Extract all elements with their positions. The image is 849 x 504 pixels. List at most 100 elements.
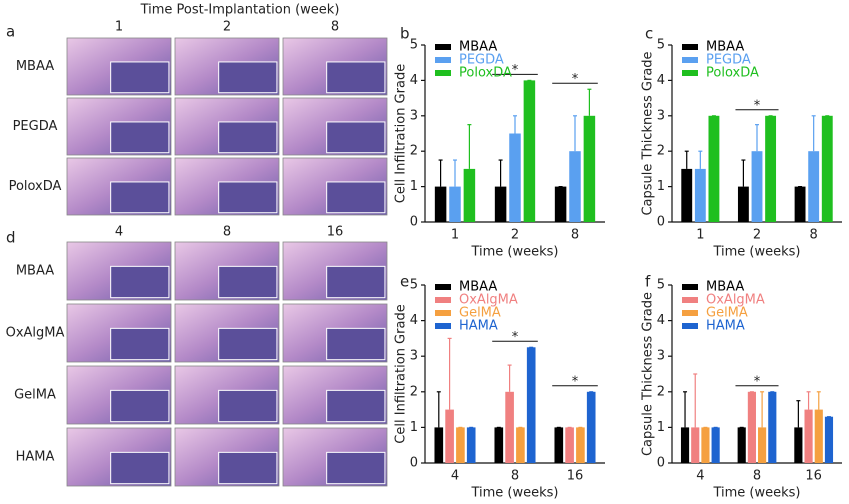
legend-label: MBAA: [459, 280, 497, 295]
y-tick-label: 4: [657, 313, 665, 328]
histology-inset: [110, 389, 170, 423]
y-tick-label: 3: [657, 349, 665, 364]
column-label: 4: [115, 225, 123, 240]
legend-label: MBAA: [706, 280, 744, 295]
y-tick-label: 1: [657, 179, 665, 194]
y-tick-label: 2: [657, 384, 665, 399]
bar: [583, 115, 596, 222]
histology-inset: [326, 451, 386, 485]
figure-title: Time Post-Implantation (week): [140, 3, 340, 18]
bar: [586, 391, 596, 463]
legend-label: PoloxDA: [706, 66, 759, 81]
significance-mark: *: [572, 374, 579, 389]
histology-inset: [218, 121, 278, 154]
bar: [691, 427, 700, 463]
row-label: GelMA: [14, 388, 56, 403]
bar: [569, 151, 581, 222]
x-tick-label: 1: [696, 228, 704, 243]
y-axis-label: Capsule Thickness Grade: [641, 51, 656, 215]
x-axis-label: Time (weeks): [470, 245, 558, 260]
histology-inset: [218, 327, 278, 361]
bar: [701, 427, 710, 463]
significance-mark: *: [754, 374, 761, 389]
y-tick-label: 3: [410, 108, 418, 123]
x-tick-label: 4: [696, 469, 704, 484]
bar: [463, 168, 476, 222]
bar: [456, 427, 465, 463]
histology-inset: [110, 327, 170, 361]
legend-label: GelMA: [459, 306, 501, 321]
legend-label: HAMA: [706, 319, 745, 334]
x-axis-label: Time (weeks): [712, 245, 800, 260]
y-tick-label: 5: [657, 278, 665, 293]
bar: [466, 427, 476, 463]
x-axis-label: Time (weeks): [470, 486, 558, 501]
legend-swatch: [435, 44, 451, 50]
column-label: 1: [115, 20, 123, 35]
x-tick-label: 8: [753, 469, 761, 484]
y-tick-label: 0: [657, 215, 665, 230]
bar: [445, 409, 454, 463]
y-tick-label: 1: [657, 420, 665, 435]
y-tick-label: 5: [410, 38, 418, 53]
legend-swatch: [682, 297, 698, 303]
y-tick-label: 5: [657, 38, 665, 53]
bar: [794, 186, 806, 222]
legend-label: PEGDA: [706, 53, 751, 68]
x-tick-label: 1: [451, 228, 459, 243]
bar: [494, 186, 507, 222]
bar: [509, 133, 521, 222]
bar: [554, 186, 567, 222]
significance-mark: *: [512, 63, 519, 78]
bar: [434, 186, 447, 222]
x-axis-label: Time (weeks): [712, 486, 800, 501]
significance-mark: *: [512, 330, 519, 345]
legend-swatch: [682, 323, 698, 329]
y-axis-label: Cell Infiltration Grade: [394, 64, 409, 203]
bar: [824, 416, 834, 463]
legend-label: MBAA: [459, 40, 497, 55]
bar: [554, 427, 564, 463]
histology-inset: [326, 181, 386, 214]
histology-inset: [110, 265, 170, 299]
histology-inset: [218, 451, 278, 485]
bar: [711, 427, 720, 463]
significance-mark: *: [572, 72, 579, 87]
bar: [681, 168, 693, 222]
legend-swatch: [682, 284, 698, 290]
column-label: 8: [223, 225, 231, 240]
bar: [758, 427, 767, 463]
histology-inset: [326, 121, 386, 154]
histology-inset: [218, 61, 278, 94]
bar: [765, 115, 777, 222]
y-tick-label: 3: [410, 349, 418, 364]
x-tick-label: 2: [511, 228, 519, 243]
row-label: PEGDA: [13, 119, 58, 134]
bar: [814, 409, 823, 463]
legend-swatch: [682, 310, 698, 316]
row-label: MBAA: [16, 264, 54, 279]
y-tick-label: 3: [657, 108, 665, 123]
x-tick-label: 16: [805, 469, 822, 484]
row-label: PoloxDA: [9, 179, 62, 194]
y-tick-label: 0: [410, 215, 418, 230]
panel-label: b: [400, 25, 410, 43]
bar: [768, 391, 777, 463]
bar: [751, 151, 763, 222]
column-label: 8: [331, 20, 339, 35]
legend-swatch: [435, 284, 451, 290]
y-tick-label: 4: [657, 73, 665, 88]
bar: [576, 427, 585, 463]
bar: [747, 391, 756, 463]
y-tick-label: 2: [657, 144, 665, 159]
bar: [565, 427, 574, 463]
bar: [516, 427, 525, 463]
legend-label: PoloxDA: [459, 66, 512, 81]
legend-swatch: [435, 323, 451, 329]
significance-mark: *: [754, 98, 761, 113]
y-tick-label: 2: [410, 144, 418, 159]
bar: [737, 186, 749, 222]
histology-inset: [326, 61, 386, 94]
bar: [494, 427, 504, 463]
legend-swatch: [435, 57, 451, 63]
